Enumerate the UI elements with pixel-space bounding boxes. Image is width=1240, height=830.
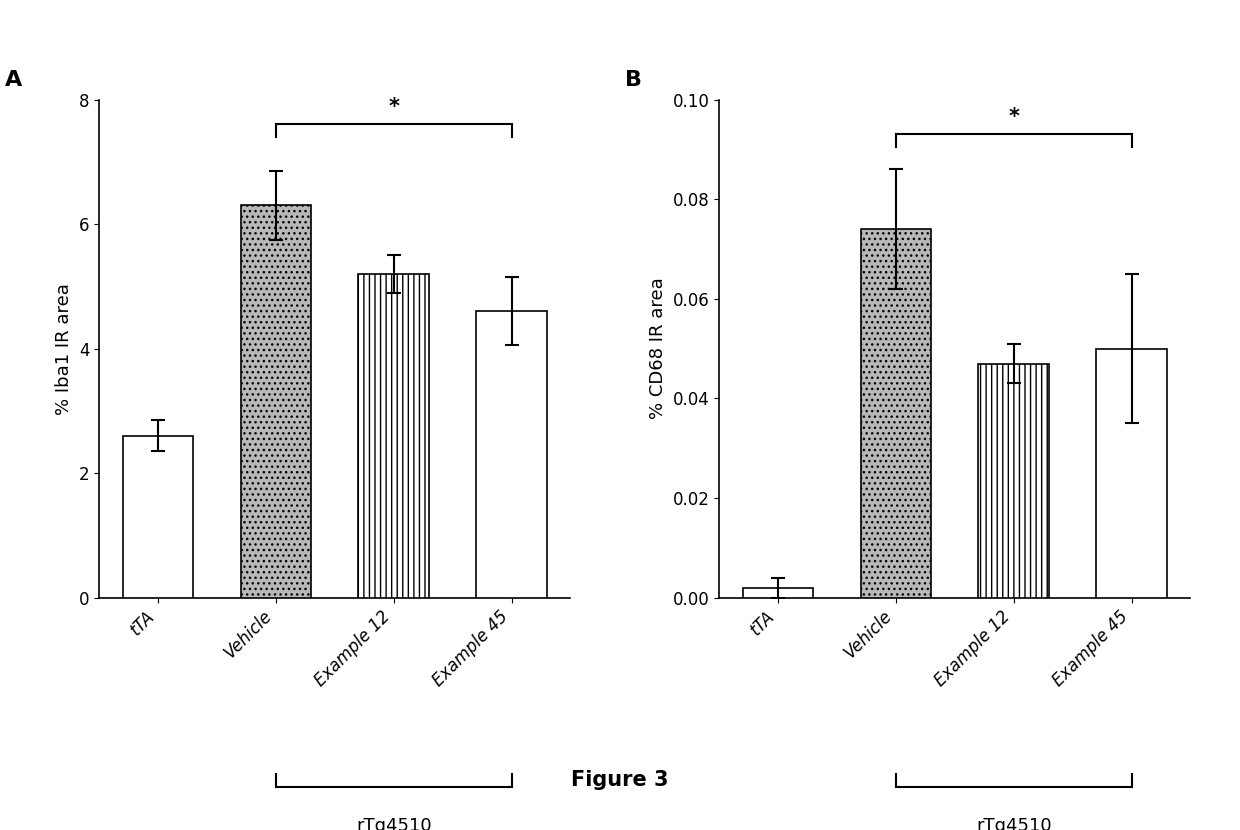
Text: rTg4510: rTg4510 <box>356 817 432 830</box>
Y-axis label: % Iba1 IR area: % Iba1 IR area <box>56 283 73 414</box>
Bar <box>978 364 1049 598</box>
Bar <box>1096 349 1167 598</box>
Text: Figure 3: Figure 3 <box>572 770 668 790</box>
Text: *: * <box>388 97 399 117</box>
Text: A: A <box>5 70 22 90</box>
Text: rTg4510: rTg4510 <box>976 817 1052 830</box>
Bar <box>123 436 193 598</box>
Text: B: B <box>625 70 642 90</box>
Y-axis label: % CD68 IR area: % CD68 IR area <box>649 278 667 419</box>
Bar <box>358 274 429 598</box>
Bar <box>476 311 547 598</box>
Text: *: * <box>1008 107 1019 127</box>
Bar <box>861 229 931 598</box>
Bar <box>743 588 813 598</box>
Bar <box>241 206 311 598</box>
